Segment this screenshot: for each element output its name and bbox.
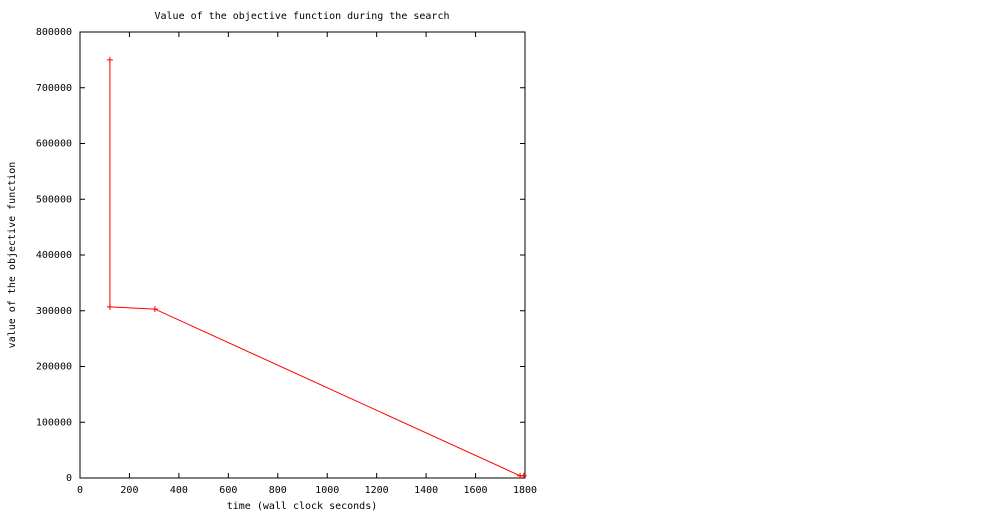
point-marker bbox=[106, 303, 113, 310]
x-tick-label: 1200 bbox=[365, 485, 389, 496]
data-line bbox=[109, 59, 524, 477]
point-marker bbox=[106, 56, 113, 63]
y-tick-label: 100000 bbox=[36, 417, 72, 428]
x-tick-label: 400 bbox=[170, 485, 188, 496]
x-tick-label: 1800 bbox=[513, 485, 537, 496]
x-tick-label: 1000 bbox=[315, 485, 339, 496]
y-tick-label: 800000 bbox=[36, 27, 72, 38]
x-tick-label: 0 bbox=[77, 485, 83, 496]
plot-frame bbox=[79, 31, 526, 479]
x-tick-label: 800 bbox=[269, 485, 287, 496]
x-tick-label: 200 bbox=[120, 485, 138, 496]
x-tick-label: 1400 bbox=[414, 485, 438, 496]
y-tick-label: 400000 bbox=[36, 250, 72, 261]
y-tick-label: 200000 bbox=[36, 362, 72, 373]
y-tick-label: 500000 bbox=[36, 194, 72, 205]
point-marker bbox=[151, 306, 158, 313]
y-tick-label: 700000 bbox=[36, 83, 72, 94]
y-tick-label: 300000 bbox=[36, 306, 72, 317]
x-axis-label: time (wall clock seconds) bbox=[227, 501, 378, 512]
y-axis-label: value of the objective function bbox=[7, 162, 18, 349]
point-marker bbox=[520, 472, 527, 479]
y-tick-label: 0 bbox=[66, 473, 72, 484]
x-tick-label: 1600 bbox=[464, 485, 488, 496]
x-tick-label: 600 bbox=[219, 485, 237, 496]
chart-title: Value of the objective function during t… bbox=[154, 11, 449, 22]
y-tick-label: 600000 bbox=[36, 139, 72, 150]
